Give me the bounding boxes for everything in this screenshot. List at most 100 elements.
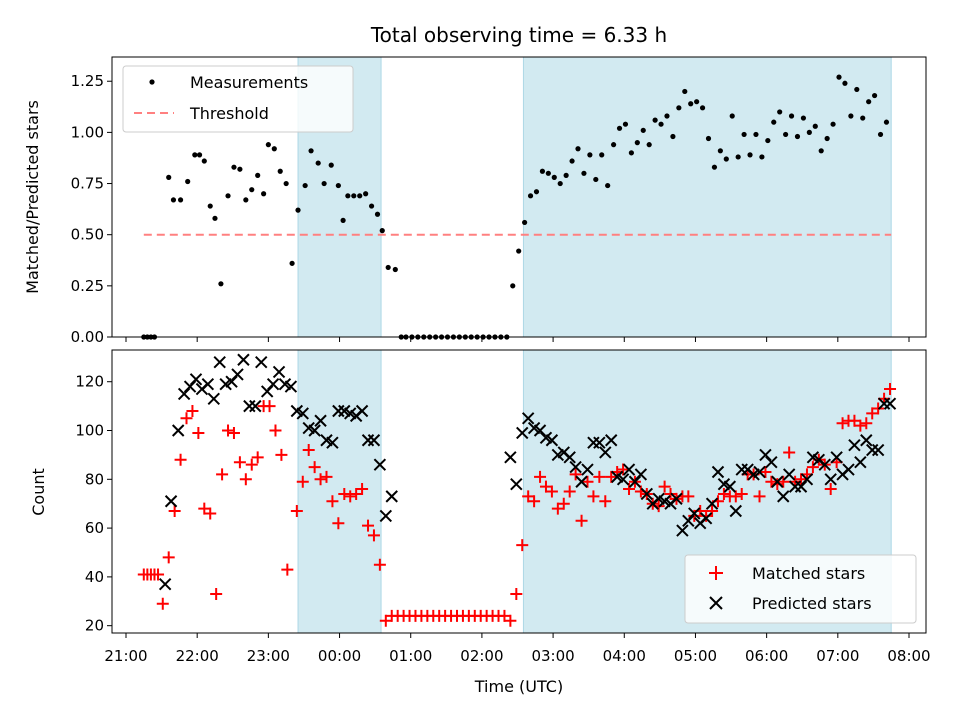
top-legend-box <box>122 65 354 133</box>
measurement-point <box>340 217 346 223</box>
measurement-point <box>634 140 640 146</box>
y-tick-label: 80 <box>85 470 104 488</box>
predicted-star-point <box>634 468 648 481</box>
predicted-star-point <box>842 463 855 476</box>
measurement-point <box>860 115 866 121</box>
predicted-star-point <box>599 446 612 459</box>
measurement-point <box>741 131 747 138</box>
measurement-point <box>616 125 623 131</box>
matched-star-point <box>239 473 252 486</box>
legend-matched-marker <box>709 566 723 580</box>
y-tick-label: 0.00 <box>71 328 104 346</box>
predicted-star-point <box>355 404 369 418</box>
measurement-point <box>883 119 890 125</box>
measurement-point <box>392 266 398 273</box>
bottom-plot-frame <box>111 349 927 634</box>
matched-star-point <box>308 461 321 474</box>
measurement-point <box>527 193 534 199</box>
measurement-point <box>335 182 341 189</box>
matched-star-point <box>222 424 235 437</box>
predicted-star-point <box>860 434 873 447</box>
predicted-star-point <box>605 434 618 447</box>
predicted-star-point <box>777 490 790 503</box>
predicted-star-point <box>782 468 796 481</box>
y-tick-label: 0.50 <box>71 226 104 244</box>
top-legend: Measurements Threshold <box>122 65 354 133</box>
measurement-point <box>818 148 824 154</box>
legend-threshold-label: Threshold <box>189 104 269 123</box>
predicted-star-point <box>699 512 713 525</box>
measurement-point <box>385 264 391 271</box>
predicted-star-point <box>545 434 559 447</box>
matched-star-point <box>204 507 217 520</box>
matched-star-point <box>338 487 351 500</box>
matched-star-point <box>706 505 719 518</box>
measurement-point <box>836 74 842 80</box>
predicted-star-point <box>563 451 576 464</box>
matched-star-point <box>216 468 229 481</box>
matched-star-point <box>180 412 193 425</box>
matched-star-point <box>884 383 897 396</box>
measurement-point <box>723 156 729 162</box>
measurement-point <box>711 164 718 170</box>
predicted-star-point <box>818 458 831 471</box>
measurement-point <box>587 152 593 158</box>
shaded-interval <box>522 56 892 338</box>
predicted-star-point <box>688 507 701 520</box>
measurement-point <box>345 193 351 199</box>
measurement-point <box>321 180 327 187</box>
matched-star-point <box>599 495 612 508</box>
predicted-star-point <box>711 465 725 479</box>
measurement-point <box>866 99 872 105</box>
measurement-point <box>545 170 551 176</box>
matched-star-point <box>192 426 205 439</box>
measurement-point <box>605 182 611 189</box>
measurement-point <box>599 152 605 158</box>
matched-star-point <box>617 463 630 476</box>
measurement-point <box>363 191 369 197</box>
predicted-star-point <box>830 451 843 464</box>
predicted-star-point <box>296 407 309 420</box>
matched-star-point <box>759 465 772 478</box>
matched-star-point <box>729 490 742 503</box>
y-tick-label: 20 <box>85 617 104 635</box>
y-tick-label: 1.25 <box>71 72 104 90</box>
measurement-point <box>812 123 818 129</box>
measurement-point <box>569 158 575 164</box>
matched-star-point <box>290 505 303 518</box>
x-tick-label: 02:00 <box>460 647 503 665</box>
measurement-point <box>522 219 528 226</box>
measurement-point <box>783 131 789 138</box>
measurement-point <box>218 281 224 287</box>
matched-star-point <box>824 483 837 496</box>
measurement-point <box>682 88 688 95</box>
measurement-point <box>842 80 848 86</box>
measurement-point <box>640 127 646 133</box>
measurement-point <box>374 211 381 217</box>
matched-star-point <box>302 444 315 457</box>
measurement-point <box>670 133 676 140</box>
predicted-star-point <box>569 460 582 474</box>
measurement-point <box>351 193 357 199</box>
predicted-star-point <box>771 475 784 488</box>
legend-measurements-label: Measurements <box>190 73 308 92</box>
top-x-ticks <box>125 337 910 342</box>
top-plot-frame <box>111 56 927 338</box>
bottom-panel: 20 40 60 80 100 120 21:00 22:00 23:00 00:00 01:00… <box>29 349 931 696</box>
x-tick-label: 06:00 <box>745 647 788 665</box>
measurement-point <box>735 154 741 160</box>
measurement-point <box>563 172 569 178</box>
predicted-star-point <box>575 475 588 488</box>
predicted-star-point <box>800 473 814 486</box>
measurement-point <box>315 160 321 166</box>
predicted-star-point <box>883 397 897 410</box>
measurement-point <box>328 162 334 168</box>
y-tick-label: 60 <box>85 519 104 537</box>
matched-star-point <box>545 485 558 498</box>
bottom-y-axis-label: Count <box>29 468 48 516</box>
predicted-star-point <box>243 399 256 413</box>
predicted-star-point <box>516 426 529 440</box>
predicted-star-point <box>314 414 327 427</box>
matched-star-point <box>210 587 223 600</box>
measurement-point <box>830 121 836 127</box>
